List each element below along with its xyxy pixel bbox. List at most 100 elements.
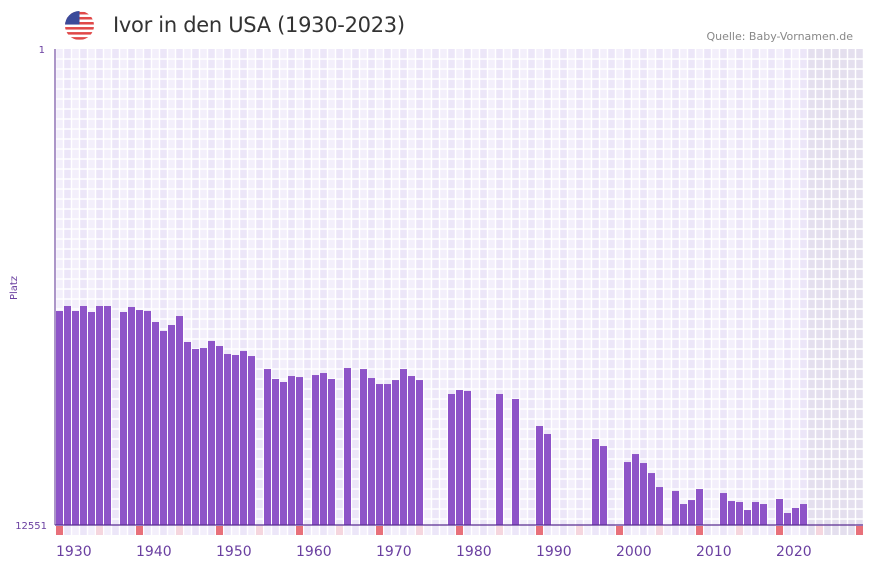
bar-1985[interactable] — [496, 393, 503, 525]
grid-column — [192, 49, 200, 535]
bar-1972[interactable] — [392, 380, 399, 525]
bar-2015[interactable] — [736, 502, 743, 525]
bar-2013[interactable] — [720, 493, 727, 525]
bar-1954[interactable] — [248, 356, 255, 525]
bar-1987[interactable] — [512, 399, 519, 525]
bar-1979[interactable] — [448, 393, 455, 525]
grid-column — [736, 49, 744, 535]
bar-1959[interactable] — [288, 376, 295, 525]
bar-1969[interactable] — [368, 378, 375, 525]
year-marker-1965 — [336, 526, 343, 535]
bar-2021[interactable] — [784, 513, 791, 525]
grid-column — [312, 49, 320, 535]
bar-1991[interactable] — [544, 434, 551, 525]
grid-column — [680, 49, 688, 535]
grid-column — [80, 49, 88, 535]
bar-1934[interactable] — [88, 311, 95, 525]
bar-1952[interactable] — [232, 355, 239, 525]
bar-1970[interactable] — [376, 384, 383, 525]
bar-2016[interactable] — [744, 510, 751, 525]
bar-2017[interactable] — [752, 502, 759, 525]
year-marker-1995 — [576, 526, 583, 535]
x-tick-1940: 1940 — [136, 544, 172, 560]
bar-1956[interactable] — [264, 369, 271, 525]
bar-2003[interactable] — [640, 463, 647, 525]
grid-column — [704, 49, 712, 535]
bar-1971[interactable] — [384, 384, 391, 525]
bar-1943[interactable] — [160, 330, 167, 525]
grid-column — [408, 49, 416, 535]
bar-1962[interactable] — [312, 375, 319, 525]
year-marker-1980 — [456, 526, 463, 535]
year-marker-2020 — [776, 526, 783, 535]
bar-1939[interactable] — [128, 306, 135, 525]
bar-2004[interactable] — [648, 473, 655, 525]
bar-2023[interactable] — [800, 504, 807, 525]
bar-1944[interactable] — [168, 325, 175, 525]
bar-2001[interactable] — [624, 462, 631, 525]
grid-column — [672, 49, 680, 535]
grid-column — [168, 49, 176, 535]
bar-1958[interactable] — [280, 382, 287, 525]
bar-2002[interactable] — [632, 454, 639, 525]
grid-column — [288, 49, 296, 535]
grid-column — [72, 49, 80, 535]
bar-1998[interactable] — [600, 446, 607, 525]
bar-2022[interactable] — [792, 508, 799, 525]
bar-1947[interactable] — [192, 349, 199, 525]
bar-1950[interactable] — [216, 346, 223, 525]
bar-1953[interactable] — [240, 351, 247, 525]
bar-2010[interactable] — [696, 489, 703, 525]
bar-1966[interactable] — [344, 368, 351, 525]
bar-1980[interactable] — [456, 390, 463, 525]
bar-1981[interactable] — [464, 390, 471, 525]
bar-1963[interactable] — [320, 373, 327, 525]
grid-column — [776, 49, 784, 535]
bar-2008[interactable] — [680, 504, 687, 525]
bar-1975[interactable] — [416, 380, 423, 525]
bar-1949[interactable] — [208, 341, 215, 525]
bar-1990[interactable] — [536, 426, 543, 525]
bar-1940[interactable] — [136, 310, 143, 525]
bar-1948[interactable] — [200, 348, 207, 525]
bar-1935[interactable] — [96, 306, 103, 525]
bar-1938[interactable] — [120, 311, 127, 525]
bar-1933[interactable] — [80, 306, 87, 525]
bar-1973[interactable] — [400, 369, 407, 525]
grid-column — [144, 49, 152, 535]
grid-column — [232, 49, 240, 535]
bar-1930[interactable] — [56, 311, 63, 525]
grid-column — [568, 49, 576, 535]
grid-column — [384, 49, 392, 535]
bar-1968[interactable] — [360, 369, 367, 525]
bar-1951[interactable] — [224, 354, 231, 525]
year-marker-2025 — [816, 526, 823, 535]
bar-1936[interactable] — [104, 306, 111, 525]
grid-column — [264, 49, 272, 535]
year-marker-1945 — [176, 526, 183, 535]
bar-1931[interactable] — [64, 306, 71, 525]
bar-1957[interactable] — [272, 379, 279, 525]
bar-1942[interactable] — [152, 322, 159, 525]
year-marker-1975 — [416, 526, 423, 535]
bar-1932[interactable] — [72, 311, 79, 525]
bar-1945[interactable] — [176, 316, 183, 525]
bar-2007[interactable] — [672, 491, 679, 525]
bar-1997[interactable] — [592, 439, 599, 525]
grid-column — [720, 49, 728, 535]
bar-2005[interactable] — [656, 487, 663, 525]
bar-2014[interactable] — [728, 501, 735, 525]
year-marker-2000 — [616, 526, 623, 535]
bar-1964[interactable] — [328, 379, 335, 525]
grid-column — [856, 49, 864, 535]
bar-1974[interactable] — [408, 376, 415, 525]
bar-2018[interactable] — [760, 504, 767, 525]
x-tick-1970: 1970 — [376, 544, 412, 560]
bar-2020[interactable] — [776, 499, 783, 525]
grid-column — [528, 49, 536, 535]
bar-2009[interactable] — [688, 500, 695, 525]
bar-1941[interactable] — [144, 311, 151, 525]
grid-column — [128, 49, 136, 535]
bar-1960[interactable] — [296, 377, 303, 525]
bar-1946[interactable] — [184, 341, 191, 525]
